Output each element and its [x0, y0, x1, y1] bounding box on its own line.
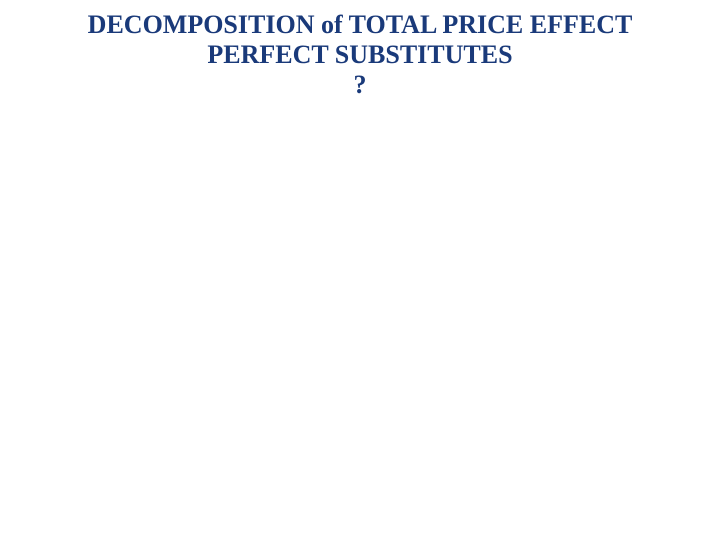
title-line-3: ? — [0, 70, 720, 100]
slide-title: DECOMPOSITION of TOTAL PRICE EFFECT PERF… — [0, 10, 720, 100]
slide: DECOMPOSITION of TOTAL PRICE EFFECT PERF… — [0, 0, 720, 540]
title-line-1: DECOMPOSITION of TOTAL PRICE EFFECT — [0, 10, 720, 40]
title-line-2: PERFECT SUBSTITUTES — [0, 40, 720, 70]
